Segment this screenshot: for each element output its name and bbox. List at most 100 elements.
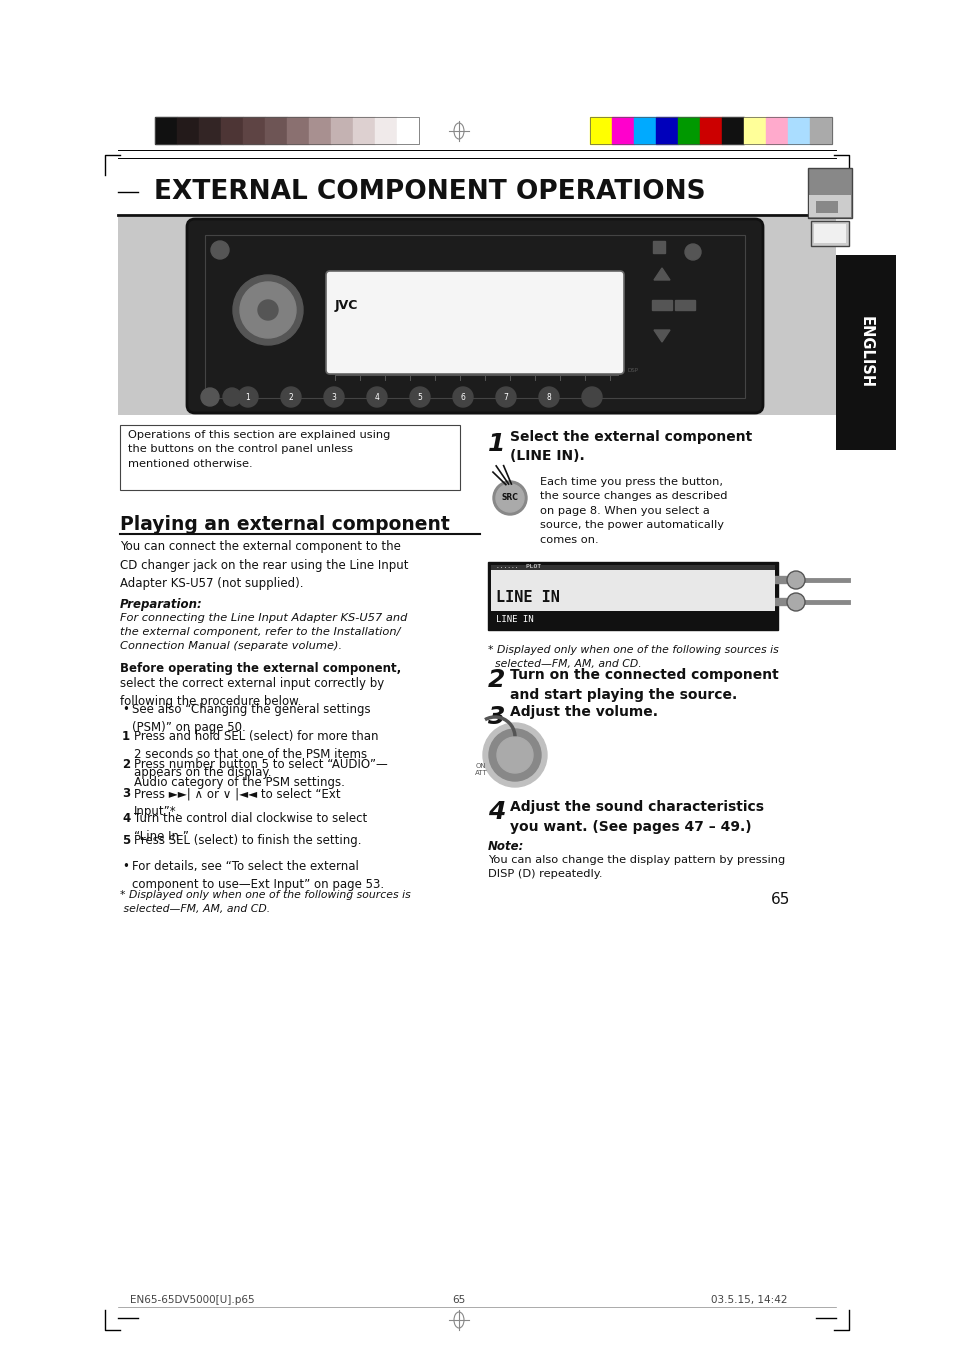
Text: Press and hold SEL (select) for more than
2 seconds so that one of the PSM items: Press and hold SEL (select) for more tha…: [133, 730, 378, 780]
Bar: [331, 118, 353, 145]
Text: Before operating the external component,: Before operating the external component,: [120, 662, 401, 676]
Text: Press SEL (select) to finish the setting.: Press SEL (select) to finish the setting…: [133, 834, 361, 847]
Bar: [612, 118, 634, 145]
Bar: [589, 118, 612, 145]
Circle shape: [538, 386, 558, 407]
Text: 03.5.15, 14:42: 03.5.15, 14:42: [711, 1296, 787, 1305]
Circle shape: [240, 282, 295, 338]
Circle shape: [581, 386, 601, 407]
Text: 3: 3: [488, 705, 505, 730]
Text: •: •: [122, 703, 129, 716]
Bar: [656, 118, 678, 145]
Text: 5: 5: [417, 393, 422, 401]
Circle shape: [237, 386, 257, 407]
Text: ENGLISH: ENGLISH: [858, 316, 873, 389]
Circle shape: [496, 484, 523, 512]
Circle shape: [786, 593, 804, 611]
Bar: [810, 222, 848, 246]
Text: 2: 2: [488, 667, 505, 692]
Text: You can connect the external component to the
CD changer jack on the rear using : You can connect the external component t…: [120, 540, 408, 590]
Bar: [808, 195, 850, 218]
Circle shape: [496, 386, 516, 407]
Text: 65: 65: [770, 892, 789, 907]
Text: Operations of this section are explained using
the buttons on the control panel : Operations of this section are explained…: [128, 430, 390, 469]
Circle shape: [482, 723, 546, 788]
Text: * Displayed only when one of the following sources is
 selected—FM, AM, and CD.: * Displayed only when one of the followi…: [120, 890, 411, 913]
Bar: [221, 118, 243, 145]
Circle shape: [324, 386, 344, 407]
Text: Turn the control dial clockwise to select
“Line In.”: Turn the control dial clockwise to selec…: [133, 812, 367, 843]
Text: 8: 8: [546, 393, 551, 401]
Text: Turn on the connected component
and start playing the source.: Turn on the connected component and star…: [510, 667, 778, 701]
Bar: [491, 611, 774, 627]
Text: See also “Changing the general settings
(PSM)” on page 50.: See also “Changing the general settings …: [132, 703, 370, 734]
Bar: [815, 201, 837, 213]
Text: 1: 1: [122, 730, 130, 743]
FancyBboxPatch shape: [187, 219, 762, 413]
Bar: [375, 118, 396, 145]
Text: Each time you press the button,
the source changes as described
on page 8. When : Each time you press the button, the sour…: [539, 477, 727, 544]
Bar: [675, 300, 695, 309]
Circle shape: [493, 481, 526, 515]
Bar: [396, 118, 418, 145]
Bar: [809, 118, 831, 145]
Text: Press number button 5 to select “AUDIO”—
Audio category of the PSM settings.: Press number button 5 to select “AUDIO”—…: [133, 758, 387, 789]
Bar: [309, 118, 331, 145]
Text: Note:: Note:: [488, 840, 524, 852]
Bar: [743, 118, 765, 145]
Text: ......  PLOT: ...... PLOT: [496, 565, 540, 570]
Text: 2: 2: [289, 393, 294, 401]
Polygon shape: [654, 267, 669, 280]
Text: 3: 3: [122, 788, 130, 800]
Text: 1: 1: [245, 393, 250, 401]
Text: 4: 4: [375, 393, 379, 401]
Bar: [177, 118, 199, 145]
Text: LINE IN: LINE IN: [496, 590, 559, 605]
Text: Preparation:: Preparation:: [120, 598, 203, 611]
Bar: [154, 118, 177, 145]
Text: 1: 1: [488, 432, 505, 457]
Bar: [651, 300, 671, 309]
Text: 2: 2: [122, 758, 130, 771]
Circle shape: [489, 730, 540, 781]
Bar: [700, 118, 721, 145]
Bar: [265, 118, 287, 145]
Text: Adjust the sound characteristics
you want. (See pages 47 – 49.): Adjust the sound characteristics you wan…: [510, 800, 763, 834]
Circle shape: [211, 240, 229, 259]
Bar: [652, 240, 664, 253]
Text: •: •: [122, 861, 129, 873]
Bar: [589, 118, 831, 145]
Text: JVC: JVC: [335, 299, 358, 312]
Bar: [813, 224, 845, 243]
Text: LINE IN: LINE IN: [496, 615, 533, 624]
Text: 3: 3: [332, 393, 336, 401]
Circle shape: [233, 276, 303, 345]
Text: select the correct external input correctly by
following the procedure below.: select the correct external input correc…: [120, 677, 384, 708]
Text: 65: 65: [452, 1296, 465, 1305]
Circle shape: [281, 386, 301, 407]
Text: ON
ATT: ON ATT: [475, 763, 487, 775]
Circle shape: [786, 571, 804, 589]
Text: Adjust the volume.: Adjust the volume.: [510, 705, 658, 719]
Circle shape: [223, 388, 241, 407]
Polygon shape: [654, 330, 669, 342]
Text: Select the external component
(LINE IN).: Select the external component (LINE IN).: [510, 430, 752, 463]
Bar: [199, 118, 221, 145]
Bar: [835, 255, 895, 450]
Circle shape: [453, 386, 473, 407]
Text: Press ►►| ∧ or ∨ |◄◄ to select “Ext
Input”*.: Press ►►| ∧ or ∨ |◄◄ to select “Ext Inpu…: [133, 788, 340, 817]
Bar: [488, 562, 778, 630]
Text: 5: 5: [122, 834, 131, 847]
Text: EN65-65DV5000[U].p65: EN65-65DV5000[U].p65: [130, 1296, 254, 1305]
Bar: [807, 168, 851, 218]
Circle shape: [367, 386, 387, 407]
Circle shape: [497, 738, 533, 773]
Bar: [491, 565, 774, 570]
Bar: [154, 118, 418, 145]
Bar: [353, 118, 375, 145]
Text: For details, see “To select the external
component to use—Ext Input” on page 53.: For details, see “To select the external…: [132, 861, 384, 892]
Bar: [491, 565, 774, 627]
Text: 6: 6: [460, 393, 465, 401]
Bar: [205, 235, 744, 399]
Text: 4: 4: [122, 812, 131, 825]
